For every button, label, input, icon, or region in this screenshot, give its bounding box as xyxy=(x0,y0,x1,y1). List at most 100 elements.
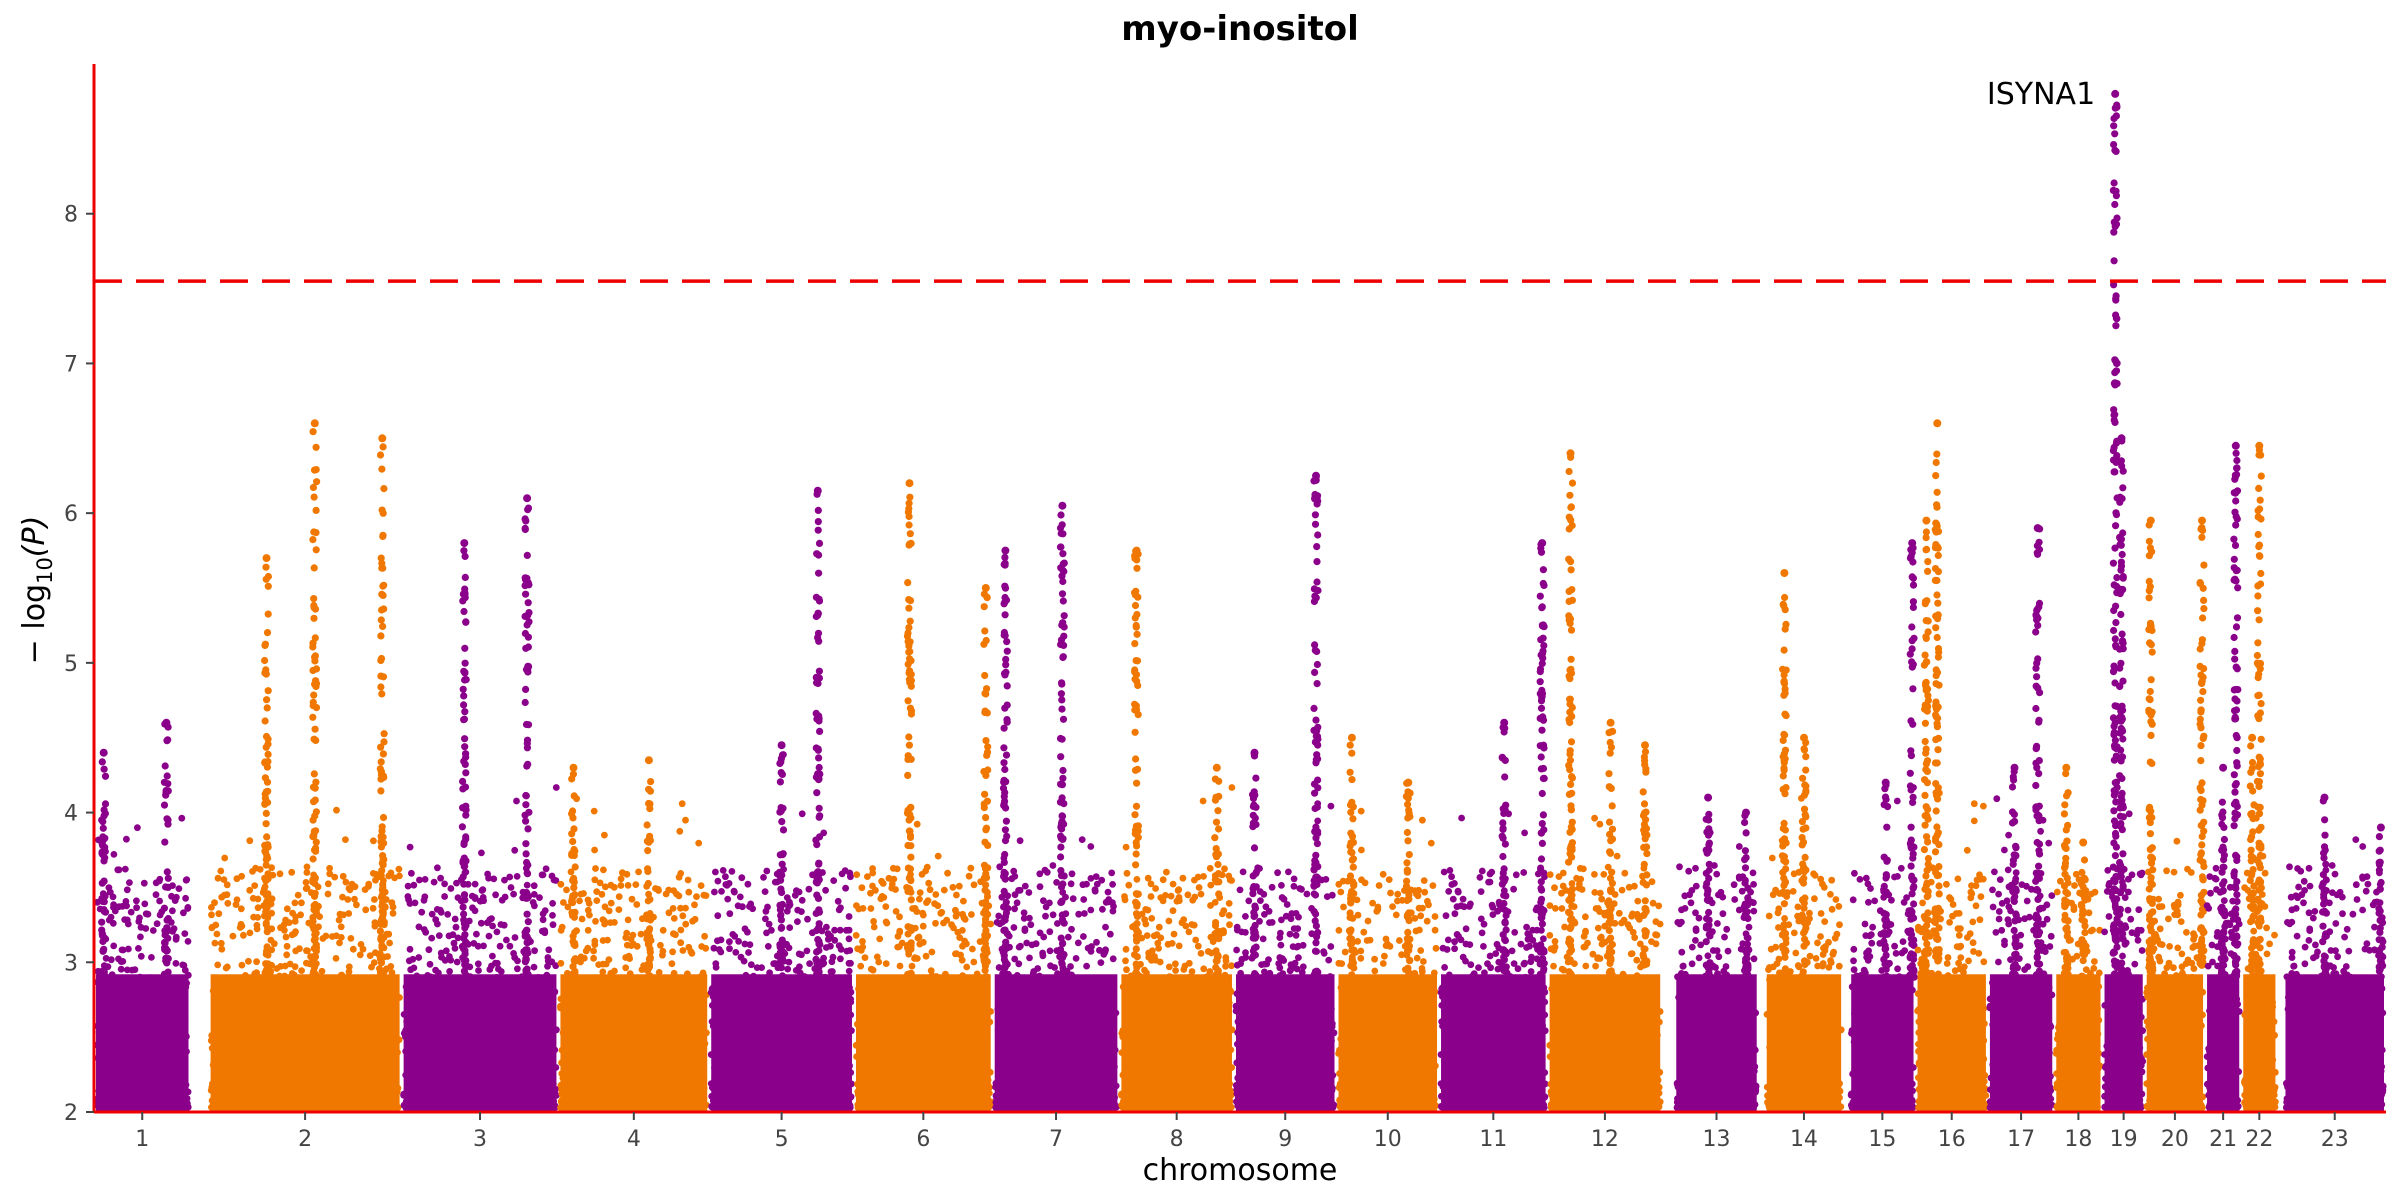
snp-point xyxy=(982,737,990,745)
snp-point xyxy=(261,883,269,891)
snp-point xyxy=(458,823,466,831)
snp-point xyxy=(253,925,261,933)
snp-point xyxy=(702,944,710,952)
snp-point xyxy=(1046,947,1054,955)
snp-point xyxy=(1083,880,1090,888)
snp-point xyxy=(982,881,990,889)
snp-point xyxy=(438,953,445,961)
snp-point xyxy=(907,875,915,884)
snp-point xyxy=(813,891,821,899)
snp-peak-point xyxy=(813,486,822,495)
snp-point xyxy=(326,870,334,878)
snp-point xyxy=(311,953,319,961)
snp-point xyxy=(722,881,730,888)
snp-point xyxy=(217,867,225,875)
snp-point xyxy=(380,738,388,746)
snp-point xyxy=(211,899,218,907)
snp-point xyxy=(847,959,854,967)
snp-point xyxy=(590,807,598,815)
snp-point xyxy=(814,629,823,637)
snp-point xyxy=(915,933,923,941)
snp-point xyxy=(762,907,770,915)
snp-point xyxy=(959,942,966,950)
snp-point xyxy=(261,640,269,648)
snp-point xyxy=(141,900,149,908)
snp-point xyxy=(539,916,547,924)
snp-point xyxy=(760,874,767,881)
snp-point xyxy=(557,959,565,967)
snp-point xyxy=(870,918,877,925)
snp-point xyxy=(149,927,157,934)
snp-point xyxy=(246,837,254,845)
snp-point xyxy=(815,754,823,762)
snp-point xyxy=(906,530,914,538)
snp-point xyxy=(906,647,914,656)
snp-point xyxy=(462,957,470,965)
snp-point xyxy=(264,687,272,695)
snp-point xyxy=(311,935,319,943)
snp-point xyxy=(428,934,436,942)
snp-point xyxy=(815,972,824,980)
snp-point xyxy=(395,865,403,873)
snp-point xyxy=(291,963,299,971)
snp-point xyxy=(922,867,929,875)
snp-point xyxy=(980,603,988,611)
snp-point xyxy=(233,875,241,883)
snp-point xyxy=(677,926,685,934)
snp-point xyxy=(262,820,270,828)
snp-point xyxy=(460,880,468,888)
snp-point xyxy=(312,704,321,712)
snp-point xyxy=(164,883,172,892)
snp-point xyxy=(122,898,130,905)
snp-point xyxy=(309,639,317,647)
snp-point xyxy=(762,915,769,923)
snp-point xyxy=(778,871,786,879)
snp-point xyxy=(137,923,145,931)
snp-point xyxy=(617,875,625,883)
snp-point xyxy=(292,928,299,936)
snp-point xyxy=(218,945,226,953)
snp-point xyxy=(253,958,260,966)
snp-peak-point xyxy=(523,494,532,503)
snp-point xyxy=(916,940,924,948)
snp-point xyxy=(909,905,916,912)
snp-point xyxy=(1098,876,1106,884)
snp-point xyxy=(600,866,607,874)
snp-point xyxy=(888,884,896,892)
snp-point xyxy=(309,536,317,544)
snp-point xyxy=(736,893,744,901)
snp-point xyxy=(568,895,576,904)
snp-point xyxy=(312,906,320,914)
snp-point xyxy=(1021,925,1029,933)
snp-point xyxy=(982,973,990,981)
snp-point xyxy=(923,899,930,906)
snp-point xyxy=(549,912,556,919)
snp-point xyxy=(118,946,126,954)
snp-point xyxy=(218,893,226,901)
snp-point xyxy=(372,876,379,884)
snp-peak-point xyxy=(981,584,990,592)
snp-point xyxy=(815,667,824,675)
snp-point xyxy=(983,593,991,601)
snp-point xyxy=(539,910,547,918)
snp-point xyxy=(522,590,530,598)
snp-point xyxy=(950,924,957,932)
snp-point xyxy=(310,892,319,900)
snp-point xyxy=(1097,959,1105,966)
snp-point xyxy=(172,960,180,967)
snp-point xyxy=(164,816,172,824)
snp-point xyxy=(312,944,321,952)
snp-point xyxy=(123,916,131,924)
snp-point xyxy=(459,597,467,605)
snp-point xyxy=(312,506,320,514)
snp-point xyxy=(163,959,171,967)
snp-point xyxy=(348,880,356,888)
snp-point xyxy=(591,846,598,854)
snp-point xyxy=(110,904,117,911)
snp-point xyxy=(461,783,470,791)
snp-point xyxy=(447,956,455,964)
snp-density-band xyxy=(96,974,189,1112)
snp-point xyxy=(1025,889,1033,896)
snp-point xyxy=(102,954,110,962)
snp-point xyxy=(786,901,794,909)
